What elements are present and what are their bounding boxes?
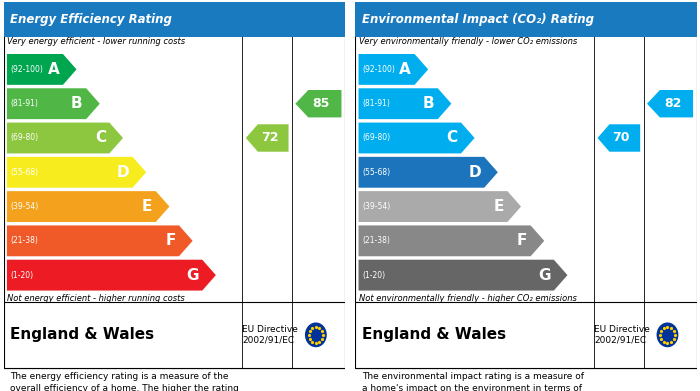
Text: (81-91): (81-91) <box>362 99 390 108</box>
Text: F: F <box>165 233 176 248</box>
Text: (55-68): (55-68) <box>362 168 390 177</box>
Text: Very environmentally friendly - lower CO₂ emissions: Very environmentally friendly - lower CO… <box>358 37 577 46</box>
Polygon shape <box>358 260 568 291</box>
Polygon shape <box>358 157 498 188</box>
Circle shape <box>305 323 327 347</box>
Text: B: B <box>71 96 83 111</box>
Text: The environmental impact rating is a measure of
a home's impact on the environme: The environmental impact rating is a mea… <box>362 371 584 391</box>
FancyBboxPatch shape <box>355 302 696 368</box>
Text: EU Directive
2002/91/EC: EU Directive 2002/91/EC <box>242 325 298 344</box>
FancyBboxPatch shape <box>4 302 345 368</box>
Polygon shape <box>7 157 146 188</box>
Text: (81-91): (81-91) <box>10 99 38 108</box>
Text: 70: 70 <box>612 131 630 145</box>
Text: A: A <box>48 62 60 77</box>
Polygon shape <box>598 124 640 152</box>
Polygon shape <box>358 226 544 256</box>
Text: (55-68): (55-68) <box>10 168 38 177</box>
Text: (1-20): (1-20) <box>362 271 385 280</box>
Text: (69-80): (69-80) <box>362 133 390 142</box>
Text: D: D <box>468 165 481 180</box>
FancyBboxPatch shape <box>4 20 345 368</box>
Polygon shape <box>7 54 76 85</box>
Polygon shape <box>647 90 693 117</box>
Text: (92-100): (92-100) <box>362 65 395 74</box>
Polygon shape <box>7 88 100 119</box>
Text: EU Directive
2002/91/EC: EU Directive 2002/91/EC <box>594 325 650 344</box>
Polygon shape <box>358 122 475 153</box>
Polygon shape <box>246 124 288 152</box>
Text: Environmental Impact (CO₂) Rating: Environmental Impact (CO₂) Rating <box>362 13 594 26</box>
Text: D: D <box>117 165 130 180</box>
Text: G: G <box>186 267 199 283</box>
Polygon shape <box>7 191 169 222</box>
Text: England & Wales: England & Wales <box>10 327 155 343</box>
Text: Not environmentally friendly - higher CO₂ emissions: Not environmentally friendly - higher CO… <box>358 294 576 303</box>
Text: (1-20): (1-20) <box>10 271 34 280</box>
Text: Energy Efficiency Rating: Energy Efficiency Rating <box>10 13 172 26</box>
Text: A: A <box>400 62 411 77</box>
Polygon shape <box>7 226 192 256</box>
Text: Current: Current <box>248 21 286 31</box>
Text: (21-38): (21-38) <box>10 236 38 245</box>
Text: B: B <box>423 96 435 111</box>
Text: The energy efficiency rating is a measure of the
overall efficiency of a home. T: The energy efficiency rating is a measur… <box>10 371 239 391</box>
Polygon shape <box>7 260 216 291</box>
Text: E: E <box>142 199 153 214</box>
Polygon shape <box>358 54 428 85</box>
Text: Very energy efficient - lower running costs: Very energy efficient - lower running co… <box>7 37 185 46</box>
Text: Not energy efficient - higher running costs: Not energy efficient - higher running co… <box>7 294 185 303</box>
Text: 85: 85 <box>312 97 330 110</box>
Text: G: G <box>538 267 550 283</box>
Text: (39-54): (39-54) <box>10 202 38 211</box>
FancyBboxPatch shape <box>355 2 696 37</box>
Text: England & Wales: England & Wales <box>362 327 506 343</box>
Text: C: C <box>94 131 106 145</box>
FancyBboxPatch shape <box>355 20 696 368</box>
Text: (39-54): (39-54) <box>362 202 390 211</box>
Text: Current: Current <box>601 21 637 31</box>
Polygon shape <box>358 191 521 222</box>
Text: (21-38): (21-38) <box>362 236 390 245</box>
Text: 82: 82 <box>664 97 681 110</box>
Text: (69-80): (69-80) <box>10 133 38 142</box>
Polygon shape <box>7 122 123 153</box>
Text: E: E <box>494 199 504 214</box>
Circle shape <box>657 323 678 347</box>
Text: 72: 72 <box>261 131 279 145</box>
Text: F: F <box>517 233 527 248</box>
FancyBboxPatch shape <box>4 2 345 37</box>
Text: Potential: Potential <box>297 21 340 31</box>
Text: Potential: Potential <box>648 21 692 31</box>
Polygon shape <box>358 88 452 119</box>
Text: C: C <box>447 131 458 145</box>
Polygon shape <box>295 90 342 117</box>
Text: (92-100): (92-100) <box>10 65 43 74</box>
